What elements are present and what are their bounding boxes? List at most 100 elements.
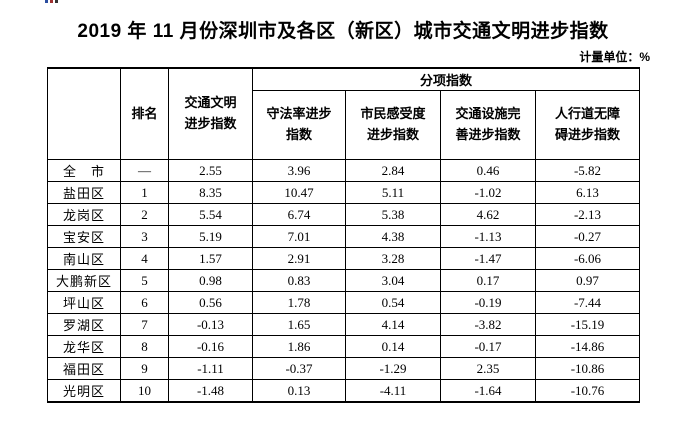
sub-index-cell: -10.86: [534, 357, 641, 380]
header-law-compliance-index: 守法率进步 指数: [252, 90, 346, 160]
table-row: 罗湖区 7 -0.13 1.65 4.14 -3.82 -15.19: [47, 313, 641, 336]
table-row: 龙岗区 2 5.54 6.74 5.38 4.62 -2.13: [47, 203, 641, 226]
rank-cell: 1: [120, 181, 169, 204]
rank-cell: —: [120, 159, 169, 182]
sub-index-cell: 4.62: [440, 203, 536, 226]
rank-cell: 10: [120, 379, 169, 403]
header-group-row: 排名 交通文明 进步指数 分项指数: [47, 67, 641, 160]
sub-index-cell: -4.11: [345, 379, 441, 403]
overall-index-cell: 0.98: [168, 269, 253, 292]
header-sidewalk-accessibility-index: 人行道无障 碍进步指数: [534, 90, 641, 160]
sub-index-cell: 2.91: [252, 247, 346, 270]
sub-index-cell: -0.19: [440, 291, 536, 314]
district-cell: 福田区: [47, 357, 121, 380]
district-cell: 龙岗区: [47, 203, 121, 226]
district-cell: 盐田区: [47, 181, 121, 204]
sub-index-cell: 1.86: [252, 335, 346, 358]
sub-index-cell: -1.02: [440, 181, 536, 204]
header-sub-group: 分项指数: [251, 67, 641, 91]
index-table: 排名 交通文明 进步指数 分项指数 守法率进步 指数 市民感受度 进步指数 交通…: [47, 67, 641, 403]
rank-cell: 3: [120, 225, 169, 248]
district-cell: 罗湖区: [47, 313, 121, 336]
sub-index-cell: 0.17: [440, 269, 536, 292]
clipped-text-remnant: [45, 0, 67, 3]
sub-index-cell: -2.13: [534, 203, 641, 226]
sub-index-cell: 4.38: [345, 225, 441, 248]
sub-index-cell: -1.29: [345, 357, 441, 380]
table-row: 南山区 4 1.57 2.91 3.28 -1.47 -6.06: [47, 247, 641, 270]
sub-index-cell: -1.47: [440, 247, 536, 270]
sub-index-cell: 3.28: [345, 247, 441, 270]
sub-index-cell: 0.14: [345, 335, 441, 358]
overall-index-cell: 8.35: [168, 181, 253, 204]
rank-cell: 4: [120, 247, 169, 270]
sub-index-cell: -15.19: [534, 313, 641, 336]
header-traffic-facility-index: 交通设施完 善进步指数: [440, 90, 536, 160]
overall-index-cell: -1.11: [168, 357, 253, 380]
page-title: 2019 年 11 月份深圳市及各区（新区）城市交通文明进步指数: [77, 21, 609, 42]
sub-index-cell: 3.04: [345, 269, 441, 292]
district-cell: 宝安区: [47, 225, 121, 248]
sub-index-cell: -7.44: [534, 291, 641, 314]
table-row: 龙华区 8 -0.16 1.86 0.14 -0.17 -14.86: [47, 335, 641, 358]
overall-index-cell: 5.19: [168, 225, 253, 248]
sub-index-cell: -1.64: [440, 379, 536, 403]
sub-index-cell: -0.37: [252, 357, 346, 380]
table-row: 大鹏新区 5 0.98 0.83 3.04 0.17 0.97: [47, 269, 641, 292]
sub-index-cell: -0.17: [440, 335, 536, 358]
sub-index-cell: -14.86: [534, 335, 641, 358]
sub-index-cell: 3.96: [252, 159, 346, 182]
overall-index-cell: 0.56: [168, 291, 253, 314]
sub-index-cell: 2.84: [345, 159, 441, 182]
unit-label: 计量单位：%: [579, 50, 650, 64]
sub-index-cell: 0.54: [345, 291, 441, 314]
district-cell: 全 市: [47, 159, 121, 182]
overall-index-cell: 5.54: [168, 203, 253, 226]
sub-index-cell: 5.11: [345, 181, 441, 204]
sub-index-cell: 1.78: [252, 291, 346, 314]
district-cell: 南山区: [47, 247, 121, 270]
district-cell: 光明区: [47, 379, 121, 403]
table-row: 盐田区 1 8.35 10.47 5.11 -1.02 6.13: [47, 181, 641, 204]
table-row: 光明区 10 -1.48 0.13 -4.11 -1.64 -10.76: [47, 379, 641, 403]
overall-index-cell: -0.16: [168, 335, 253, 358]
rank-cell: 9: [120, 357, 169, 380]
table-body: 全 市 —2.55 3.96 2.84 0.46 -5.82 盐田区 1 8.35 10.47 5.…: [47, 159, 641, 403]
sub-index-cell: 1.65: [252, 313, 346, 336]
sub-index-cell: -3.82: [440, 313, 536, 336]
overall-index-cell: 1.57: [168, 247, 253, 270]
overall-index-cell: 2.55: [168, 159, 253, 182]
sub-index-cell: -0.27: [534, 225, 641, 248]
sub-index-cell: 5.38: [345, 203, 441, 226]
table-row: 宝安区 3 5.19 7.01 4.38 -1.13 -0.27: [47, 225, 641, 248]
table-row: 全 市 —2.55 3.96 2.84 0.46 -5.82: [47, 159, 641, 182]
rank-cell: 5: [120, 269, 169, 292]
rank-cell: 2: [120, 203, 169, 226]
sub-index-cell: 0.97: [534, 269, 641, 292]
sub-index-cell: 0.13: [252, 379, 346, 403]
rank-cell: 7: [120, 313, 169, 336]
rank-cell: 6: [120, 291, 169, 314]
header-sub-row: 守法率进步 指数 市民感受度 进步指数 交通设施完 善进步指数 人行道无障 碍进…: [48, 90, 641, 160]
table-header: 排名 交通文明 进步指数 分项指数 守法率进步 指数 市民感受度 进步指数 交通…: [47, 67, 641, 160]
rank-cell: 8: [120, 335, 169, 358]
table-row: 福田区 9 -1.11 -0.37 -1.29 2.35 -10.86: [47, 357, 641, 380]
sub-index-cell: -5.82: [534, 159, 641, 182]
sub-index-cell: 0.83: [252, 269, 346, 292]
header-overall-index: 交通文明 进步指数: [168, 67, 253, 160]
district-cell: 坪山区: [47, 291, 121, 314]
sub-index-cell: 10.47: [252, 181, 346, 204]
sub-index-cell: -10.76: [534, 379, 641, 403]
sub-index-cell: 2.35: [440, 357, 536, 380]
sub-index-cell: -1.13: [440, 225, 536, 248]
district-cell: 大鹏新区: [47, 269, 121, 292]
header-citizen-perception-index: 市民感受度 进步指数: [345, 90, 441, 160]
sub-index-cell: 6.13: [534, 181, 641, 204]
sub-index-cell: 6.74: [252, 203, 346, 226]
header-rank: 排名: [120, 67, 169, 160]
sub-index-cell: 7.01: [252, 225, 346, 248]
overall-index-cell: -0.13: [168, 313, 253, 336]
sub-index-cell: 4.14: [345, 313, 441, 336]
table-row: 坪山区 6 0.56 1.78 0.54 -0.19 -7.44: [47, 291, 641, 314]
overall-index-cell: -1.48: [168, 379, 253, 403]
